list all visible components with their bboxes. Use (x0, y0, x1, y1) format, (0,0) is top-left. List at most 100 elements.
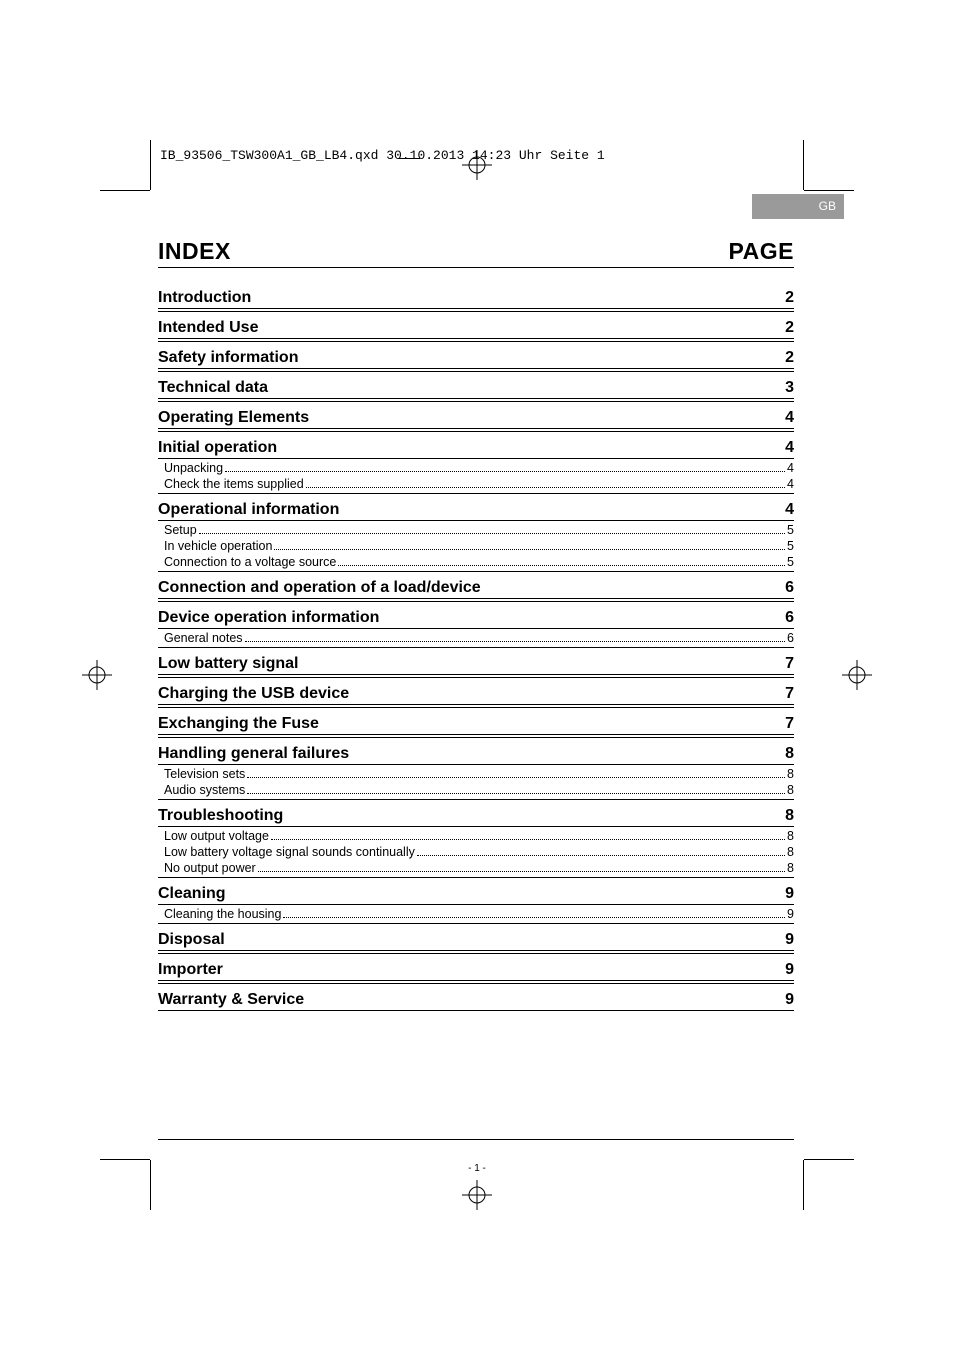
toc-section-title: Initial operation (158, 439, 277, 457)
toc-section: Exchanging the Fuse7 (158, 707, 794, 735)
toc-sub-page: 5 (787, 555, 794, 569)
toc-sub-title: Low battery voltage signal sounds contin… (164, 845, 415, 859)
toc-sub-title: No output power (164, 861, 256, 875)
toc-sub-page: 8 (787, 845, 794, 859)
toc-section-page: 6 (785, 579, 794, 597)
toc-leader-dots (225, 471, 785, 472)
document-info-underline (398, 158, 420, 159)
toc-sub-page: 4 (787, 477, 794, 491)
toc-section: Connection and operation of a load/devic… (158, 571, 794, 599)
crop-mark (803, 140, 804, 190)
toc-section-title: Importer (158, 961, 223, 979)
toc-section: Importer9 (158, 953, 794, 981)
registration-mark-icon (82, 660, 112, 690)
toc-section-page: 2 (785, 349, 794, 367)
toc-section-page: 7 (785, 655, 794, 673)
toc-section-title: Charging the USB device (158, 685, 349, 703)
toc-section: Operating Elements4 (158, 401, 794, 429)
toc-sub-title: Check the items supplied (164, 477, 304, 491)
toc-sub-item: Setup 5 (158, 521, 794, 537)
toc-sub-title: Setup (164, 523, 197, 537)
toc-section-page: 7 (785, 685, 794, 703)
toc-section: Troubleshooting 8 (158, 799, 794, 827)
toc-leader-dots (199, 533, 785, 534)
toc-section-title: Device operation information (158, 609, 379, 627)
toc-section-title: Cleaning (158, 885, 226, 903)
toc-leader-dots (247, 793, 785, 794)
toc-sub-title: General notes (164, 631, 243, 645)
toc-section-page: 6 (785, 609, 794, 627)
index-title: INDEX (158, 238, 231, 265)
toc-sub-page: 8 (787, 829, 794, 843)
registration-mark-icon (842, 660, 872, 690)
toc-section: Handling general failures 8 (158, 737, 794, 765)
toc-section: Technical data3 (158, 371, 794, 399)
toc-leader-dots (245, 641, 786, 642)
toc-section-title: Troubleshooting (158, 807, 283, 825)
toc-section-page: 7 (785, 715, 794, 733)
toc-sub-page: 8 (787, 767, 794, 781)
toc-sub-item: Unpacking4 (158, 459, 794, 475)
toc-sub-title: Cleaning the housing (164, 907, 281, 921)
toc-sub-item: Television sets8 (158, 765, 794, 781)
toc-section-page: 9 (785, 991, 794, 1009)
toc-section-page: 8 (785, 745, 794, 763)
toc-sub-item: Connection to a voltage source 5 (158, 553, 794, 569)
toc-section-title: Handling general failures (158, 745, 349, 763)
toc-section-title: Introduction (158, 289, 251, 307)
crop-mark (100, 190, 150, 191)
crop-mark (804, 190, 854, 191)
toc-section-title: Intended Use (158, 319, 258, 337)
toc-sub-title: Audio systems (164, 783, 245, 797)
toc-leader-dots (338, 565, 785, 566)
crop-mark (150, 140, 151, 190)
page-column-title: PAGE (729, 238, 794, 265)
toc-leader-dots (271, 839, 785, 840)
toc-section-page: 9 (785, 885, 794, 903)
toc-section-title: Safety information (158, 349, 298, 367)
toc-leader-dots (274, 549, 785, 550)
toc-sub-page: 5 (787, 523, 794, 537)
toc-sub-title: Low output voltage (164, 829, 269, 843)
toc-sub-item: Low output voltage 8 (158, 827, 794, 843)
index-header: INDEX PAGE (158, 238, 794, 268)
toc-section: Intended Use 2 (158, 311, 794, 339)
toc-section-title: Operational information (158, 501, 339, 519)
toc-leader-dots (283, 917, 785, 918)
toc-sub-item: No output power 8 (158, 859, 794, 875)
toc-section-page: 2 (785, 319, 794, 337)
toc-section-page: 4 (785, 501, 794, 519)
toc-section-page: 8 (785, 807, 794, 825)
toc-section: Charging the USB device 7 (158, 677, 794, 705)
footer-rule (158, 1139, 794, 1140)
toc-sub-page: 8 (787, 783, 794, 797)
toc-sub-item: Cleaning the housing9 (158, 905, 794, 921)
toc-leader-dots (417, 855, 785, 856)
toc-sub-page: 8 (787, 861, 794, 875)
crop-mark (804, 1159, 854, 1160)
page-number: - 1 - (0, 1163, 954, 1174)
toc-sub-item: Low battery voltage signal sounds contin… (158, 843, 794, 859)
toc-section-page: 4 (785, 409, 794, 427)
document-info-line: IB_93506_TSW300A1_GB_LB4.qxd 30.10.2013 … (160, 148, 605, 163)
toc-sub-page: 5 (787, 539, 794, 553)
toc-section: Warranty & Service9 (158, 983, 794, 1011)
toc-section: Disposal9 (158, 923, 794, 951)
toc-section-page: 4 (785, 439, 794, 457)
toc-sub-item: General notes 6 (158, 629, 794, 645)
toc-section-title: Low battery signal (158, 655, 298, 673)
language-tab: GB (752, 194, 844, 219)
toc-leader-dots (258, 871, 785, 872)
toc-sub-title: In vehicle operation (164, 539, 272, 553)
toc-sub-item: In vehicle operation 5 (158, 537, 794, 553)
crop-mark (100, 1159, 150, 1160)
toc-sub-title: Unpacking (164, 461, 223, 475)
registration-mark-icon (462, 1180, 492, 1210)
toc-sub-page: 6 (787, 631, 794, 645)
toc-sub-title: Connection to a voltage source (164, 555, 336, 569)
toc-section-title: Connection and operation of a load/devic… (158, 579, 481, 597)
toc-section: Operational information 4 (158, 493, 794, 521)
toc-sub-item: Audio systems 8 (158, 781, 794, 797)
toc-section-title: Technical data (158, 379, 268, 397)
toc-section-page: 2 (785, 289, 794, 307)
